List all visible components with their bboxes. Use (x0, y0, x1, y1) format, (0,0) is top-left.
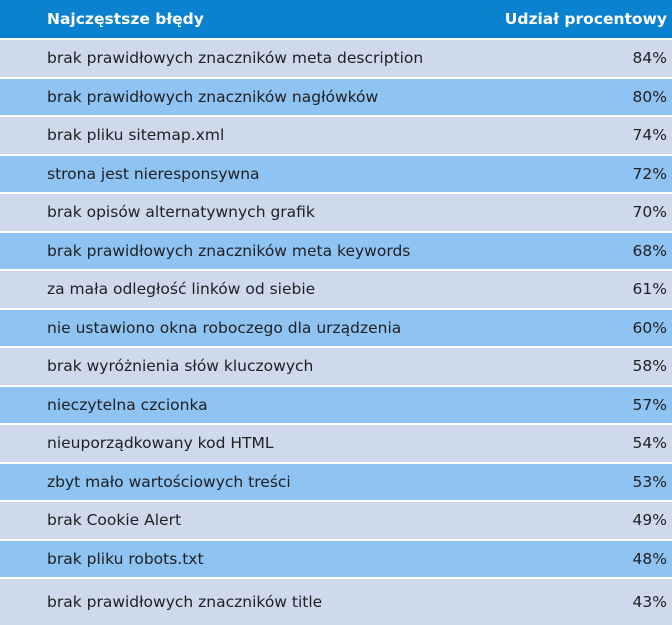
share-cell: 53% (480, 462, 672, 502)
table-row: brak Cookie Alert 49% (0, 501, 672, 541)
share-cell: 60% (480, 308, 672, 348)
table-row: brak wyróżnienia słów kluczowych 58% (0, 347, 672, 387)
table-row: brak pliku sitemap.xml 74% (0, 116, 672, 156)
share-cell: 57% (480, 385, 672, 425)
error-cell: za mała odległość linków od siebie (0, 270, 480, 310)
table-header: Najczęstsze błędy Udział procentowy (0, 0, 672, 40)
share-cell: 58% (480, 347, 672, 387)
error-cell: brak prawidłowych znaczników nagłówków (0, 77, 480, 117)
table-row: nie ustawiono okna roboczego dla urządze… (0, 308, 672, 348)
share-cell: 48% (480, 539, 672, 579)
share-cell: 70% (480, 193, 672, 233)
share-cell: 68% (480, 231, 672, 271)
error-cell: brak prawidłowych znaczników meta descri… (0, 39, 480, 79)
share-cell: 61% (480, 270, 672, 310)
error-cell: nie ustawiono okna roboczego dla urządze… (0, 308, 480, 348)
table-row: nieuporządkowany kod HTML 54% (0, 424, 672, 464)
share-cell: 74% (480, 116, 672, 156)
error-cell: brak pliku robots.txt (0, 539, 480, 579)
table-row: brak prawidłowych znaczników title 43% (0, 578, 672, 625)
table-body: brak prawidłowych znaczników meta descri… (0, 39, 672, 625)
table-row: brak prawidłowych znaczników meta keywor… (0, 231, 672, 271)
table-row: nieczytelna czcionka 57% (0, 385, 672, 425)
share-cell: 49% (480, 501, 672, 541)
error-cell: nieczytelna czcionka (0, 385, 480, 425)
share-cell: 43% (480, 578, 672, 625)
share-cell: 80% (480, 77, 672, 117)
error-cell: brak prawidłowych znaczników title (0, 578, 480, 625)
error-cell: zbyt mało wartościowych treści (0, 462, 480, 502)
share-cell: 72% (480, 154, 672, 194)
error-cell: nieuporządkowany kod HTML (0, 424, 480, 464)
table-row: zbyt mało wartościowych treści 53% (0, 462, 672, 502)
share-cell: 84% (480, 39, 672, 79)
column-header-error: Najczęstsze błędy (0, 0, 480, 40)
error-cell: brak prawidłowych znaczników meta keywor… (0, 231, 480, 271)
error-cell: brak opisów alternatywnych grafik (0, 193, 480, 233)
header-row: Najczęstsze błędy Udział procentowy (0, 0, 672, 40)
error-cell: strona jest nieresponsywna (0, 154, 480, 194)
table-row: brak prawidłowych znaczników nagłówków 8… (0, 77, 672, 117)
error-cell: brak pliku sitemap.xml (0, 116, 480, 156)
table-row: brak prawidłowych znaczników meta descri… (0, 39, 672, 79)
column-header-share: Udział procentowy (480, 0, 672, 40)
share-cell: 54% (480, 424, 672, 464)
table-row: strona jest nieresponsywna 72% (0, 154, 672, 194)
table-row: brak opisów alternatywnych grafik 70% (0, 193, 672, 233)
error-cell: brak wyróżnienia słów kluczowych (0, 347, 480, 387)
table-row: za mała odległość linków od siebie 61% (0, 270, 672, 310)
table-row: brak pliku robots.txt 48% (0, 539, 672, 579)
error-cell: brak Cookie Alert (0, 501, 480, 541)
